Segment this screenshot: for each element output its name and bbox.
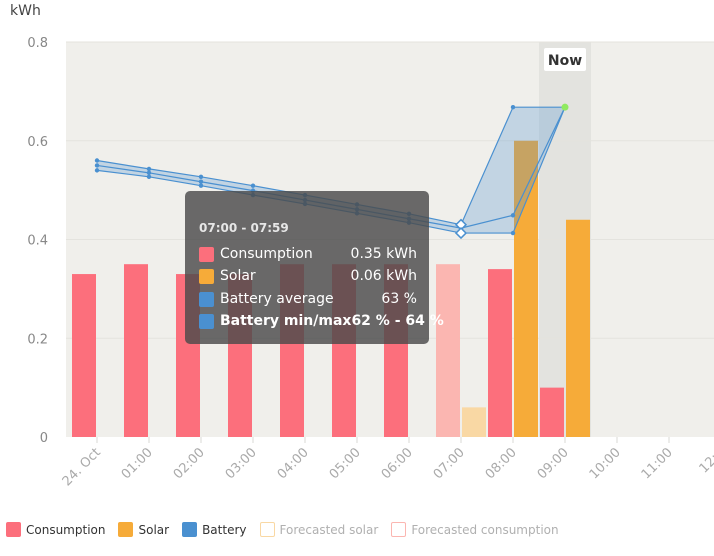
tooltip-solar-label: Solar [220,268,256,284]
x-tick-label: 03:00 [223,445,260,482]
battery-now-point [561,103,569,111]
tooltip-battery-minmax-label: Battery min/max [220,313,352,329]
y-tick-label: 0.4 [27,234,48,249]
tooltip-consumption-swatch [199,246,214,262]
legend-solar-swatch [118,522,134,537]
y-tick-label: 0.6 [27,135,48,150]
x-tick-label: 12:0 [697,445,714,476]
tooltip-consumption-value: 0.35 kWh [350,246,417,262]
solar-bar [566,219,590,437]
x-tick-label: 02:00 [171,445,208,482]
consumption-bar [72,274,96,437]
battery-max-line-point [146,166,152,172]
tooltip-row-battery-minmax: Battery min/max 62 % - 64 % [199,311,444,331]
tooltip-row-battery-average: Battery average 63 % [199,289,417,309]
legend-forecasted-solar-label: Forecasted solar [279,522,379,537]
x-tick-label: 05:00 [327,445,364,482]
chart-tooltip: 07:00 - 07:59 Consumption 0.35 kWh Solar… [185,191,444,344]
x-tick-label: 04:00 [275,445,312,482]
consumption-bar [488,269,512,437]
x-tick-label: 01:00 [119,445,156,482]
x-tick-label: 10:00 [587,445,624,482]
battery-average-line-point [198,179,204,184]
legend-item-consumption[interactable]: Consumption [6,522,105,537]
y-tick-label: 0.2 [27,332,48,347]
battery-min-line-point [198,183,204,188]
tooltip-solar-value: 0.06 kWh [350,268,417,284]
tooltip-row-consumption: Consumption 0.35 kWh [199,244,417,264]
x-tick-label: 11:00 [639,445,676,482]
legend-item-solar[interactable]: Solar [118,522,169,537]
tooltip-solar-swatch [199,268,214,284]
battery-max-line-point [250,183,256,188]
forecasted-consumption-bar [436,264,460,437]
legend-item-battery[interactable]: Battery [182,522,247,537]
tooltip-battery-minmax-value: 62 % - 64 % [351,313,444,329]
x-tick-label: 08:00 [483,445,520,482]
legend-solar-label: Solar [138,522,170,537]
y-tick-label: 0 [40,431,48,446]
battery-min-line-point [510,230,516,236]
y-axis-label: kWh [10,3,41,19]
battery-average-line-point [146,170,152,176]
consumption-bar [540,387,564,437]
tooltip-consumption-label: Consumption [220,246,313,262]
x-tick-label: 07:00 [431,445,468,482]
tooltip-battery-minmax-swatch [199,313,214,329]
tooltip-battery-average-label: Battery average [220,291,334,307]
x-tick-label: 24. Oct [60,445,104,489]
x-tick-label: 09:00 [535,445,572,482]
tooltip-row-solar: Solar 0.06 kWh [199,266,417,286]
legend-item-forecasted-solar[interactable]: Forecasted solar [259,522,379,537]
legend-consumption-swatch [6,522,21,537]
legend-battery-swatch [182,522,198,537]
legend-consumption-label: Consumption [26,522,106,537]
battery-average-line-point [94,163,100,168]
now-label: Now [548,53,582,69]
chart-legend: Consumption Solar Battery Forecasted sol… [6,522,572,537]
legend-battery-label: Battery [202,522,247,537]
legend-forecasted-consumption-swatch [391,522,407,537]
legend-forecasted-solar-swatch [259,522,275,537]
y-tick-label: 0.8 [27,36,48,51]
consumption-bar [124,264,148,437]
solar-bar [514,140,538,437]
x-tick-label: 06:00 [379,445,416,482]
battery-max-line-point [198,174,204,179]
battery-min-line-point [94,168,100,173]
legend-item-forecasted-consumption[interactable]: Forecasted consumption [391,522,559,537]
battery-average-line-point [510,213,516,218]
legend-forecasted-consumption-label: Forecasted consumption [411,522,559,537]
tooltip-title: 07:00 - 07:59 [199,221,289,235]
battery-min-line-point [146,174,152,179]
tooltip-battery-average-swatch [199,291,214,307]
now-label-box [544,48,586,71]
forecasted-solar-bar [462,407,486,437]
battery-max-line-point [94,158,100,163]
battery-hover-marker [454,227,468,240]
tooltip-battery-average-value: 63 % [381,291,417,307]
battery-max-line-point [510,104,516,110]
